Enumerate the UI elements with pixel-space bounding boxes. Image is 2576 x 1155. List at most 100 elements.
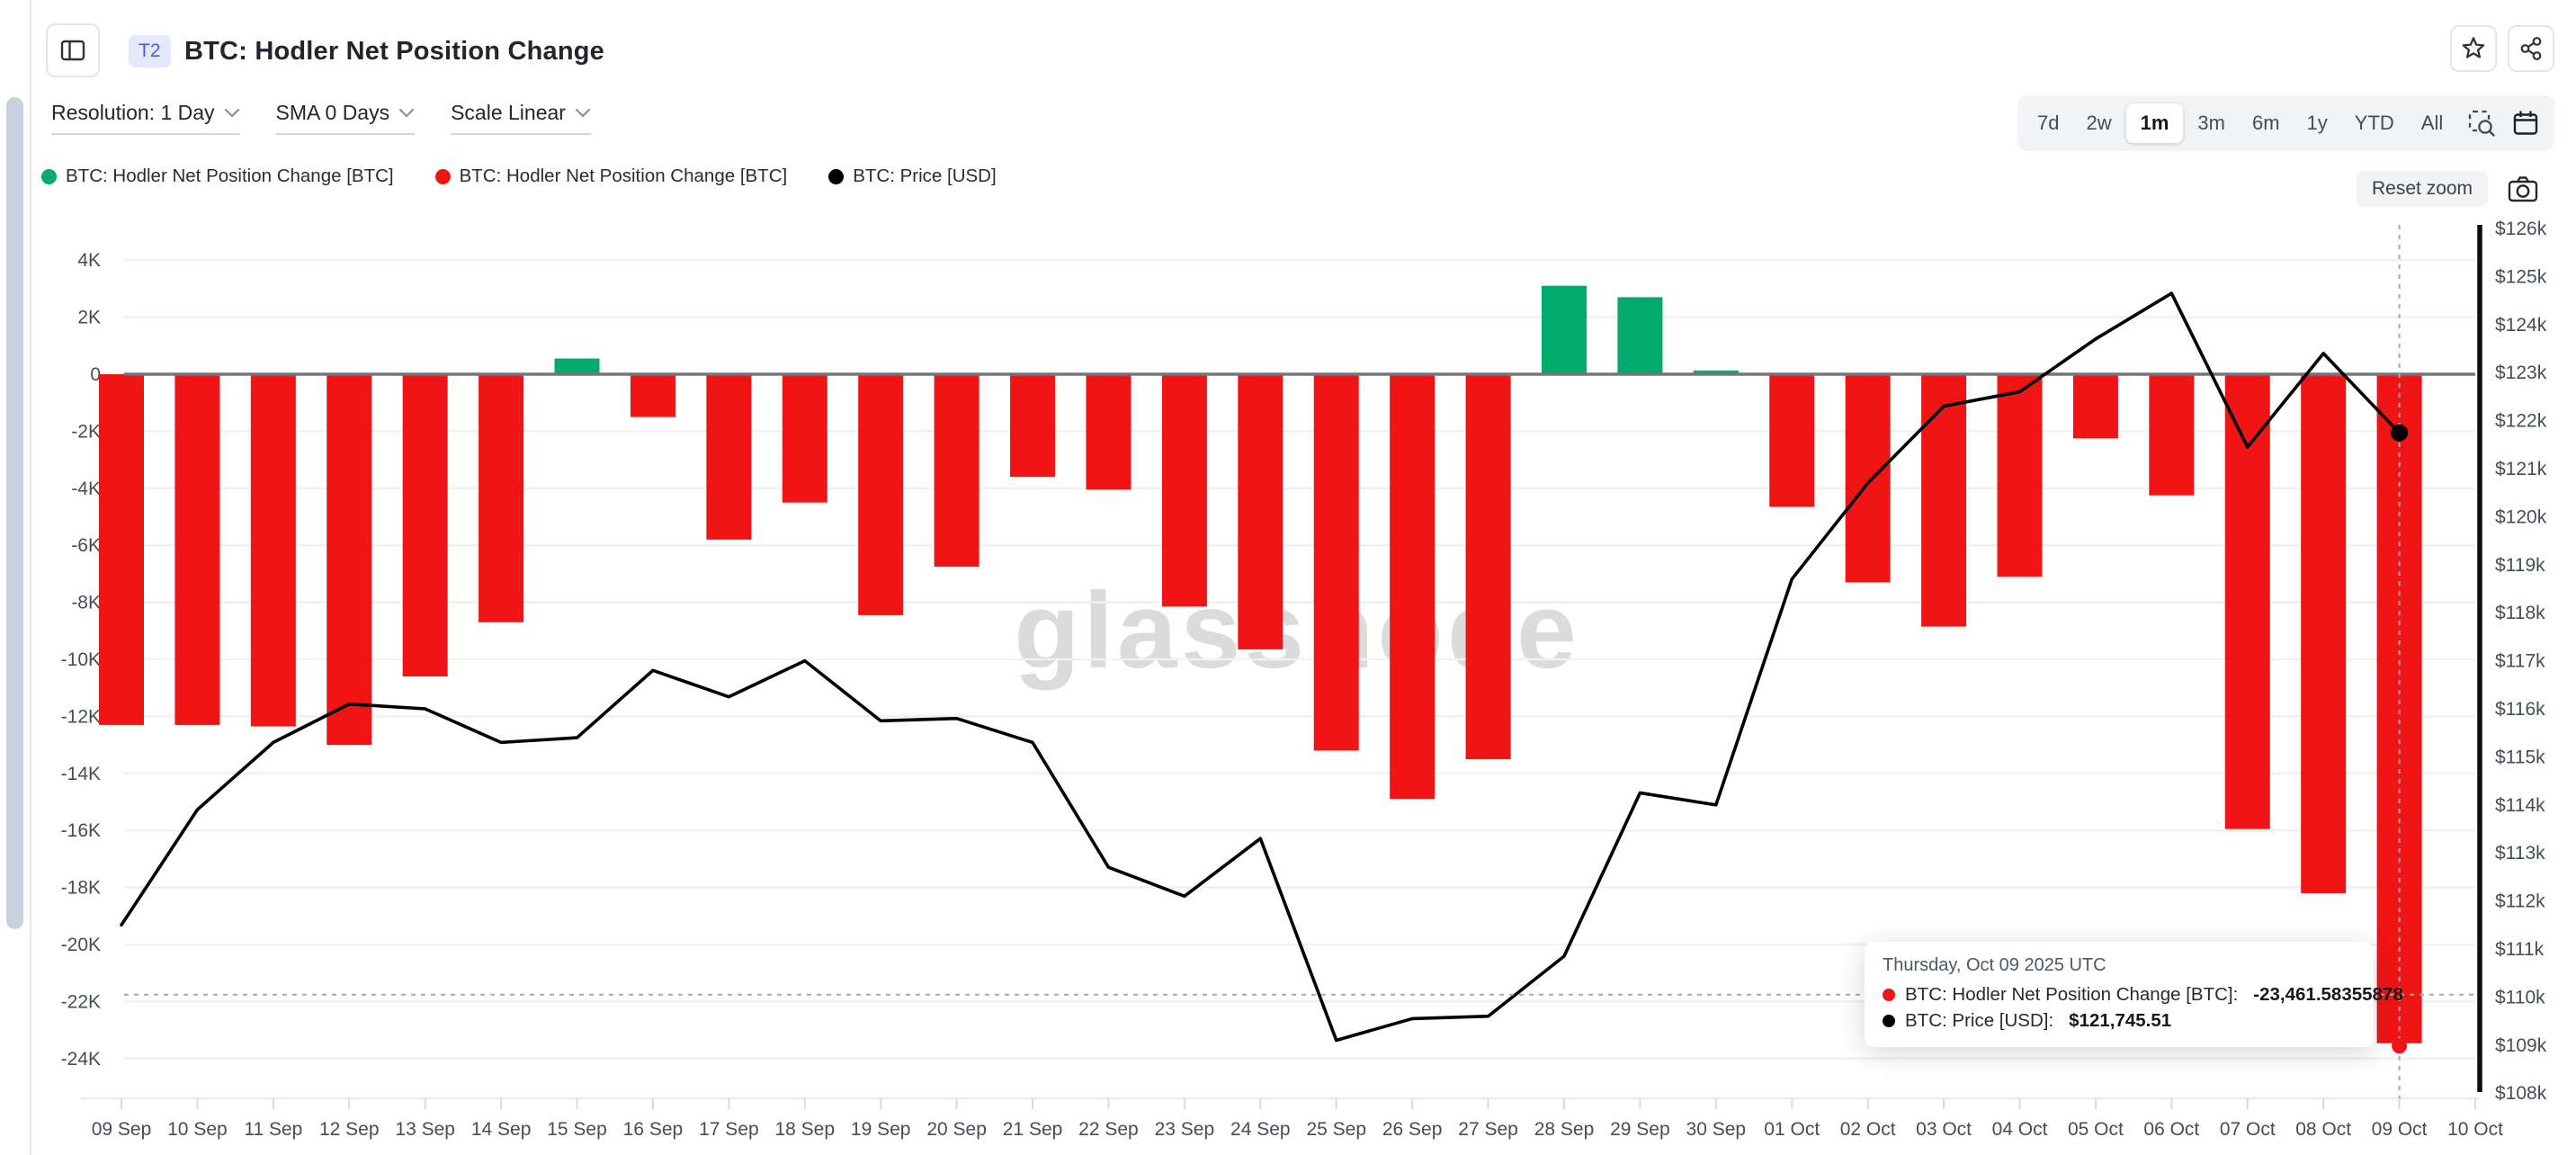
bar-14-sep[interactable] [479, 374, 524, 622]
x-axis-tick-label: 17 Sep [699, 1119, 759, 1140]
bar-08-oct[interactable] [2301, 374, 2347, 893]
bar-21-sep[interactable] [1010, 374, 1056, 478]
left-axis-tick-label: 4K [77, 250, 101, 271]
tier-badge-label: T2 [139, 40, 161, 61]
bar-16-sep[interactable] [630, 374, 675, 417]
bar-03-oct[interactable] [1921, 374, 1967, 627]
range-button-3m[interactable]: 3m [2185, 104, 2238, 142]
left-axis-tick-label: -10K [61, 649, 101, 670]
tooltip-label: BTC: Hodler Net Position Change [BTC]: [1905, 984, 2239, 1005]
legend-item-0[interactable]: BTC: Hodler Net Position Change [BTC] [41, 166, 394, 187]
reset-zoom-button[interactable]: Reset zoom [2357, 171, 2489, 207]
left-axis-tick-label: -18K [61, 878, 101, 899]
x-axis-tick-label: 01 Oct [1764, 1119, 1820, 1140]
share-button[interactable] [2508, 25, 2554, 72]
bar-18-sep[interactable] [782, 374, 827, 503]
chart-legend: BTC: Hodler Net Position Change [BTC] BTC… [41, 166, 997, 187]
bar-12-sep[interactable] [326, 374, 372, 746]
page-title: BTC: Hodler Net Position Change [184, 37, 604, 66]
time-range-selector: 7d 2w 1m 3m 6m 1y YTD All [2017, 95, 2514, 151]
legend-dot [828, 168, 845, 184]
range-button-7d[interactable]: 7d [2025, 104, 2071, 142]
range-button-2w[interactable]: 2w [2073, 104, 2124, 142]
chevron-down-icon [398, 108, 415, 118]
left-scrollbar-thumb[interactable] [6, 97, 23, 929]
left-axis-tick-label: -12K [61, 706, 101, 727]
bar-01-oct[interactable] [1769, 374, 1815, 507]
right-axis-tick-label: $112k [2495, 891, 2545, 912]
bar-22-sep[interactable] [1086, 374, 1131, 490]
sma-dropdown[interactable]: SMA 0 Days [275, 101, 416, 135]
chart-controls: Resolution: 1 Day SMA 0 Days Scale Linea… [51, 101, 591, 135]
legend-item-2[interactable]: BTC: Price [USD] [828, 166, 997, 187]
bar-25-sep[interactable] [1313, 374, 1359, 751]
left-axis-tick-label: -14K [61, 764, 101, 784]
left-axis-tick-label: -16K [61, 820, 101, 841]
legend-label: BTC: Hodler Net Position Change [BTC] [459, 166, 788, 186]
x-axis-tick-label: 14 Sep [471, 1119, 532, 1140]
price-line[interactable] [120, 291, 2402, 1043]
range-button-all[interactable]: All [2409, 104, 2455, 142]
bar-19-sep[interactable] [858, 374, 904, 615]
calendar-button[interactable] [2497, 95, 2554, 151]
left-axis-tick-label: 0 [90, 364, 101, 385]
bar-24-sep[interactable] [1238, 374, 1284, 649]
range-button-6m[interactable]: 6m [2240, 104, 2293, 142]
bar-30-sep[interactable] [1693, 370, 1739, 374]
tier-badge: T2 [129, 35, 171, 67]
range-button-1m[interactable]: 1m [2125, 103, 2184, 143]
share-nodes-icon [2518, 35, 2545, 62]
x-axis-tick-label: 05 Oct [2068, 1119, 2124, 1140]
left-axis-tick-label: -20K [61, 935, 101, 955]
range-button-ytd[interactable]: YTD [2342, 104, 2407, 142]
scale-dropdown[interactable]: Scale Linear [451, 101, 591, 135]
left-axis-tick-label: -8K [71, 593, 101, 613]
bar-06-oct[interactable] [2149, 374, 2195, 496]
legend-dot [434, 168, 451, 184]
bar-20-sep[interactable] [934, 374, 979, 567]
right-axis-tick-label: $114k [2495, 795, 2545, 816]
bar-29-sep[interactable] [1617, 297, 1663, 374]
left-axis-tick-label: -24K [61, 1049, 101, 1070]
x-axis-tick-label: 06 Oct [2143, 1119, 2199, 1140]
sidebar-toggle-button[interactable] [46, 23, 100, 77]
bar-07-oct[interactable] [2224, 374, 2270, 829]
bar-02-oct[interactable] [1845, 374, 1891, 583]
right-axis-tick-label: $124k [2495, 315, 2547, 336]
right-axis-tick-label: $118k [2495, 603, 2545, 623]
zoom-select-button[interactable] [2457, 103, 2506, 144]
hovered-bar-marker [2392, 1038, 2408, 1054]
left-panel-divider [30, 0, 31, 1155]
bar-28-sep[interactable] [1541, 285, 1587, 374]
x-axis-tick-label: 12 Sep [319, 1119, 380, 1140]
right-axis-tick-label: $109k [2495, 1035, 2547, 1056]
bar-17-sep[interactable] [706, 374, 752, 540]
bar-27-sep[interactable] [1465, 374, 1511, 759]
scale-label: Scale Linear [451, 101, 566, 124]
bar-26-sep[interactable] [1390, 374, 1436, 800]
x-axis-tick-label: 08 Oct [2295, 1119, 2351, 1140]
bar-15-sep[interactable] [554, 358, 600, 374]
tooltip-value: -23,461.58355878 [2253, 984, 2403, 1005]
bar-09-sep[interactable] [99, 374, 144, 725]
right-axis-tick-label: $126k [2495, 219, 2547, 239]
bar-10-sep[interactable] [174, 374, 220, 725]
bar-05-oct[interactable] [2072, 374, 2118, 439]
sma-label: SMA 0 Days [275, 101, 390, 124]
bar-11-sep[interactable] [250, 374, 296, 727]
hovered-price-marker [2391, 424, 2409, 442]
resolution-dropdown[interactable]: Resolution: 1 Day [51, 101, 240, 135]
x-axis-tick-label: 10 Sep [167, 1119, 228, 1140]
chart-tooltip: Thursday, Oct 09 2025 UTC BTC: Hodler Ne… [1865, 942, 2403, 1047]
legend-item-1[interactable]: BTC: Hodler Net Position Change [BTC] [434, 166, 788, 187]
bar-13-sep[interactable] [402, 374, 448, 677]
favorite-button[interactable] [2450, 25, 2497, 72]
bar-23-sep[interactable] [1161, 374, 1207, 607]
x-axis-tick-label: 18 Sep [774, 1119, 835, 1140]
screenshot-button[interactable] [2502, 169, 2544, 209]
range-button-1y[interactable]: 1y [2294, 104, 2340, 142]
bar-04-oct[interactable] [1997, 374, 2043, 578]
right-axis-tick-label: $120k [2495, 506, 2547, 527]
